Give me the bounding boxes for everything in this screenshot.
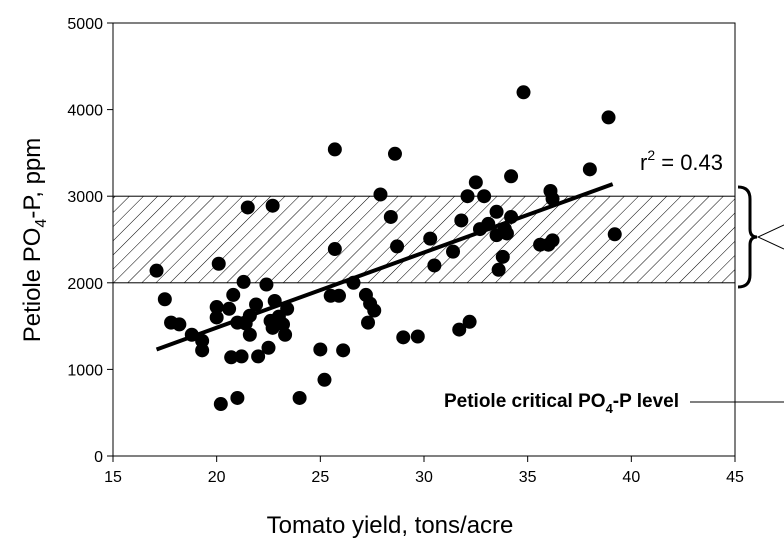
point [387, 146, 402, 161]
point [601, 110, 616, 125]
r2-sup: 2 [647, 147, 655, 163]
x-tick-label: 25 [311, 469, 329, 486]
annotation-part: Petiole critical PO [444, 391, 606, 412]
point [157, 292, 172, 307]
r2-part: = 0.43 [655, 150, 723, 175]
point [240, 200, 255, 215]
point [242, 327, 257, 342]
x-axis-title: Tomato yield, tons/acre [267, 512, 514, 539]
point [224, 350, 239, 365]
y-tick-label: 2000 [67, 276, 103, 293]
point [607, 227, 622, 242]
r2-part: r [640, 150, 647, 175]
point [396, 330, 411, 345]
point [468, 175, 483, 190]
point [195, 343, 210, 358]
point [317, 372, 332, 387]
brace [737, 185, 758, 289]
y-tick-label: 3000 [67, 189, 103, 206]
point [313, 342, 328, 357]
point [427, 258, 442, 273]
point [367, 303, 382, 318]
y-tick-label: 0 [94, 449, 103, 466]
point [213, 397, 228, 412]
point [327, 142, 342, 157]
point [582, 162, 597, 177]
annotation-part: -P level [613, 391, 679, 412]
trendline [155, 182, 614, 352]
y-tick-label: 5000 [67, 16, 103, 33]
r2-label: r2 = 0.43 [640, 147, 723, 175]
point [149, 263, 164, 278]
point [446, 244, 461, 259]
point [261, 340, 276, 355]
y-title-part: -P, ppm [19, 138, 46, 219]
point [373, 187, 388, 202]
point [331, 288, 346, 303]
point [230, 390, 245, 405]
point [234, 349, 249, 364]
point [336, 343, 351, 358]
point [545, 191, 560, 206]
point [504, 169, 519, 184]
point [390, 239, 405, 254]
point [222, 301, 237, 316]
point [452, 322, 467, 337]
y-tick-label: 4000 [67, 103, 103, 120]
annotation-sub: 4 [606, 401, 614, 416]
point [292, 390, 307, 405]
point [491, 262, 506, 277]
point [278, 327, 293, 342]
point [477, 189, 492, 204]
point [489, 204, 504, 219]
point [545, 233, 560, 248]
point [383, 209, 398, 224]
point [516, 85, 531, 100]
point [462, 314, 477, 329]
point [236, 274, 251, 289]
brace-pointer [756, 224, 784, 250]
point [251, 349, 266, 364]
point [460, 189, 475, 204]
point [211, 256, 226, 271]
point [226, 287, 241, 302]
x-tick-label: 35 [519, 469, 537, 486]
x-tick-label: 15 [104, 469, 122, 486]
point [209, 310, 224, 325]
point [499, 226, 514, 241]
point [172, 317, 187, 332]
point [495, 249, 510, 264]
annotation: Petiole critical PO4-P level [444, 391, 679, 416]
y-title-part: Petiole PO [19, 228, 46, 343]
point [265, 198, 280, 213]
point [209, 300, 224, 315]
x-tick-label: 45 [726, 469, 744, 486]
point [454, 213, 469, 228]
y-axis-title: Petiole PO4-P, ppm [19, 138, 50, 343]
point [361, 315, 376, 330]
point [423, 231, 438, 246]
point [259, 277, 274, 292]
point [249, 297, 264, 312]
y-tick-label: 1000 [67, 362, 103, 379]
point [276, 317, 291, 332]
x-tick-label: 30 [415, 469, 433, 486]
x-tick-label: 20 [208, 469, 226, 486]
y-title-sub: 4 [33, 219, 50, 228]
point [327, 242, 342, 257]
x-tick-label: 40 [622, 469, 640, 486]
point [410, 329, 425, 344]
